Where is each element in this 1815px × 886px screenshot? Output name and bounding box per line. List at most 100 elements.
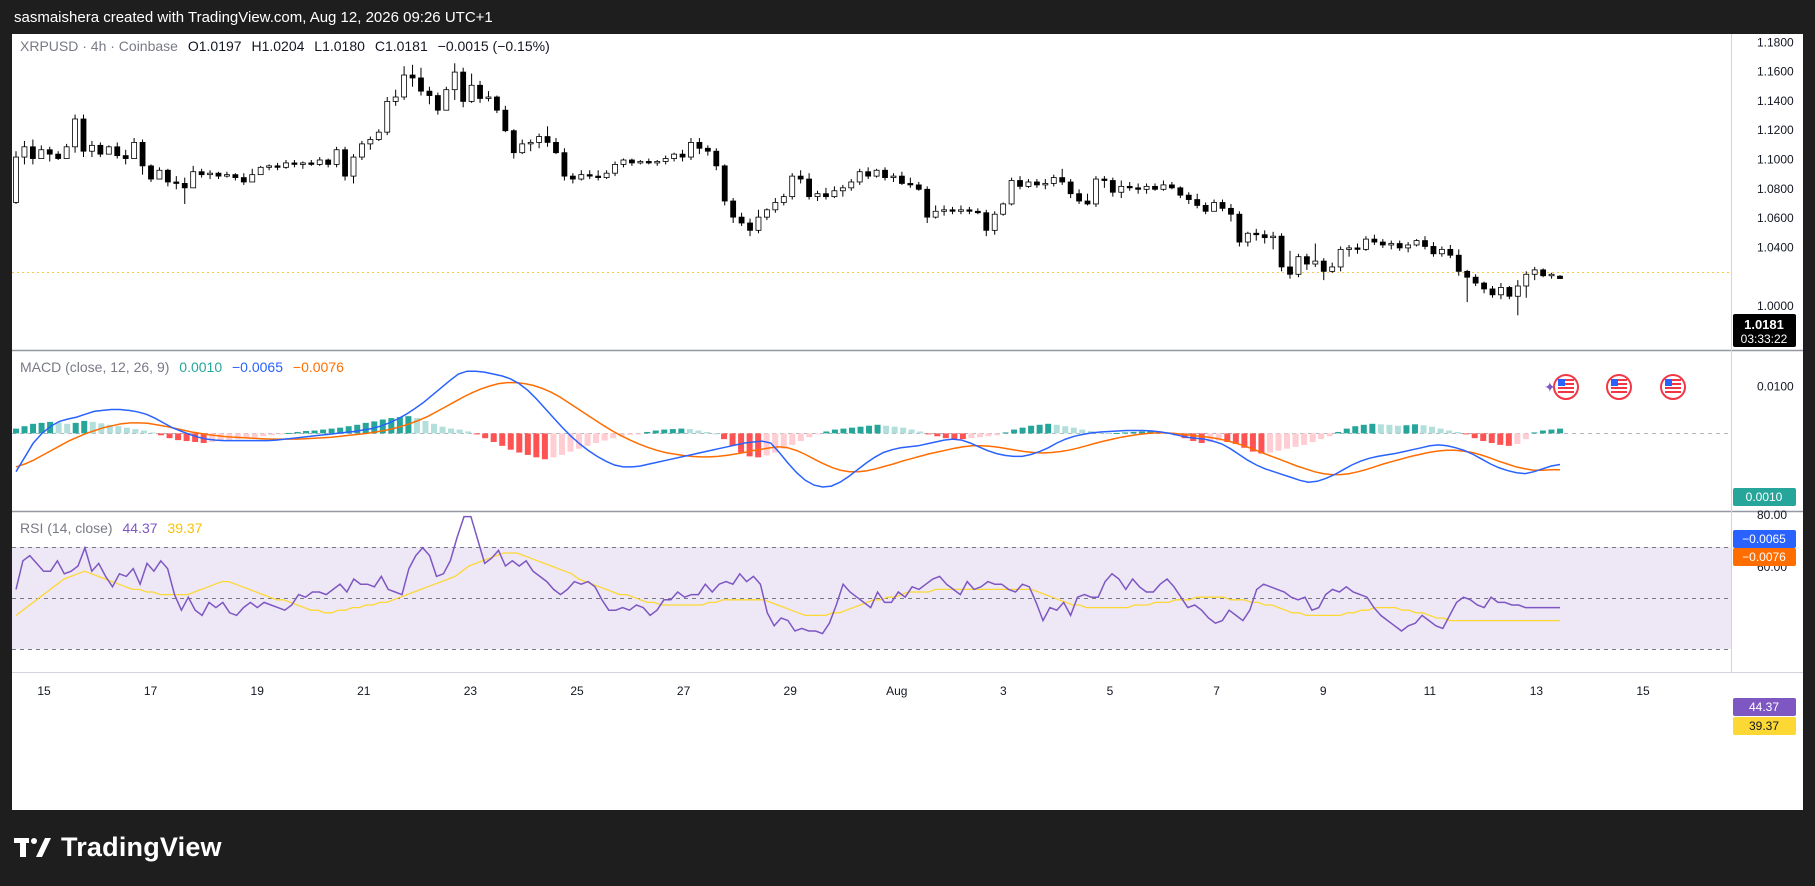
price-tick-label: 1.1000: [1757, 153, 1794, 167]
macd-histogram-bar: [814, 433, 821, 435]
macd-histogram-bar: [644, 431, 651, 434]
candle-body: [494, 96, 500, 111]
candle-body: [232, 174, 239, 178]
macd-histogram-bar: [806, 433, 813, 438]
macd-histogram-bar: [243, 433, 250, 439]
us-flag-icon[interactable]: [1606, 374, 1632, 400]
macd-signal-badge-value: −0.0076: [1742, 550, 1786, 564]
time-tick-label: 5: [1107, 684, 1114, 698]
macd-histogram-bar: [959, 433, 966, 440]
candle-body: [1388, 243, 1395, 246]
candle-body: [291, 162, 298, 165]
macd-histogram-bar: [900, 427, 907, 434]
macd-histogram-bar: [499, 433, 506, 446]
candle-body: [645, 161, 652, 164]
candle-body: [527, 142, 534, 145]
close-label: C: [375, 38, 385, 54]
rsi-legend[interactable]: RSI (14, close) 44.37 39.37: [20, 520, 203, 536]
macd-histogram-bar: [1139, 431, 1146, 434]
macd-histogram-bar: [1352, 426, 1359, 434]
symbol-legend[interactable]: XRPUSD · 4h · Coinbase O1.0197 H1.0204 L…: [20, 38, 550, 54]
macd-histogram-bar: [268, 433, 275, 436]
candle-body: [367, 139, 374, 145]
change-value: −0.0015 (−0.15%): [438, 38, 550, 54]
macd-histogram-bar: [158, 433, 165, 436]
candle-body: [1455, 254, 1462, 272]
macd-histogram-bar: [1394, 425, 1401, 434]
macd-histogram-bar: [1539, 430, 1546, 434]
candle-body: [1481, 282, 1487, 290]
sparkle-icon: ✦: [1544, 379, 1556, 395]
macd-histogram-bar: [115, 426, 122, 434]
candle-body: [1295, 256, 1302, 275]
low-value: 1.0180: [322, 38, 365, 54]
macd-histogram-bar: [866, 425, 873, 434]
macd-histogram-bar: [558, 433, 565, 455]
candle-body: [29, 146, 36, 159]
macd-histogram-bar: [789, 433, 796, 445]
price-tick-label: 1.0800: [1757, 182, 1794, 196]
candle-body: [1405, 244, 1412, 249]
macd-legend[interactable]: MACD (close, 12, 26, 9) 0.0010 −0.0065 −…: [20, 359, 344, 375]
candle-body: [181, 183, 188, 189]
macd-histogram-bar: [627, 433, 634, 435]
macd-histogram-bar: [883, 425, 890, 434]
us-flag-icon[interactable]: [1553, 374, 1579, 400]
rsi-legend-value: 44.37: [122, 520, 157, 536]
economic-events[interactable]: ✦: [1544, 374, 1686, 400]
candle-body: [1278, 235, 1285, 268]
macd-histogram-bar: [1531, 432, 1538, 434]
candle-body: [1253, 232, 1260, 236]
macd-histogram-bar: [1028, 425, 1035, 434]
candle-body: [333, 149, 340, 165]
macd-title: MACD (close, 12, 26, 9): [20, 359, 169, 375]
candle-body: [173, 181, 180, 184]
candle-body: [1413, 240, 1420, 246]
price-candles: [13, 63, 1563, 316]
rsi-ma-badge-value: 39.37: [1749, 719, 1779, 733]
time-axis[interactable]: 15 17 19 21 23 25 27 29 Aug 3 5 7 9 11 13 15: [37, 684, 1650, 698]
macd-histogram-bar: [217, 433, 224, 442]
macd-hist-badge-value: 0.0010: [1746, 490, 1783, 504]
macd-histogram-bar: [140, 430, 147, 434]
price-tick-label: 1.0400: [1757, 240, 1794, 254]
macd-histogram-bar: [490, 433, 497, 443]
candle-body: [1202, 205, 1209, 212]
macd-histogram-bar: [1121, 432, 1128, 434]
macd-histogram-bar: [917, 431, 924, 434]
candle-body: [603, 172, 610, 178]
macd-histogram-bar: [934, 433, 941, 437]
macd-histogram-bar: [337, 427, 344, 434]
candle-body: [620, 159, 627, 165]
macd-histogram-bar: [413, 418, 420, 434]
price-badge: 1.0181 03:33:22: [1733, 314, 1796, 347]
candle-body: [1118, 185, 1125, 193]
candle-body: [1548, 273, 1555, 277]
candle-body: [1228, 207, 1234, 215]
candle-body: [502, 109, 509, 132]
macd-histogram-bar: [354, 424, 361, 434]
candle-body: [1135, 187, 1142, 190]
candle-body: [224, 174, 230, 177]
candle-body: [1489, 288, 1496, 296]
chart-canvas[interactable]: XRPUSD · 4h · Coinbase O1.0197 H1.0204 L…: [12, 34, 1803, 810]
chart-area[interactable]: XRPUSD · 4h · Coinbase O1.0197 H1.0204 L…: [12, 34, 1803, 810]
macd-histogram-bar: [311, 430, 318, 434]
candle-body: [873, 169, 880, 177]
candle-body: [1160, 184, 1167, 190]
candle-body: [80, 118, 87, 152]
macd-histogram-bar: [38, 422, 45, 434]
candle-body: [738, 216, 745, 224]
candle-body: [434, 95, 441, 111]
candle-body: [1109, 180, 1116, 193]
macd-histogram-bar: [1497, 433, 1504, 445]
macd-signal-line: [15, 381, 1560, 476]
candle-body: [1025, 181, 1032, 187]
candle-body: [164, 169, 171, 183]
low-label: L: [314, 38, 322, 54]
us-flag-icon[interactable]: [1660, 374, 1686, 400]
candle-body: [586, 174, 593, 177]
candle-body: [1354, 247, 1361, 250]
candle-body: [392, 96, 399, 102]
candle-body: [1126, 185, 1133, 189]
